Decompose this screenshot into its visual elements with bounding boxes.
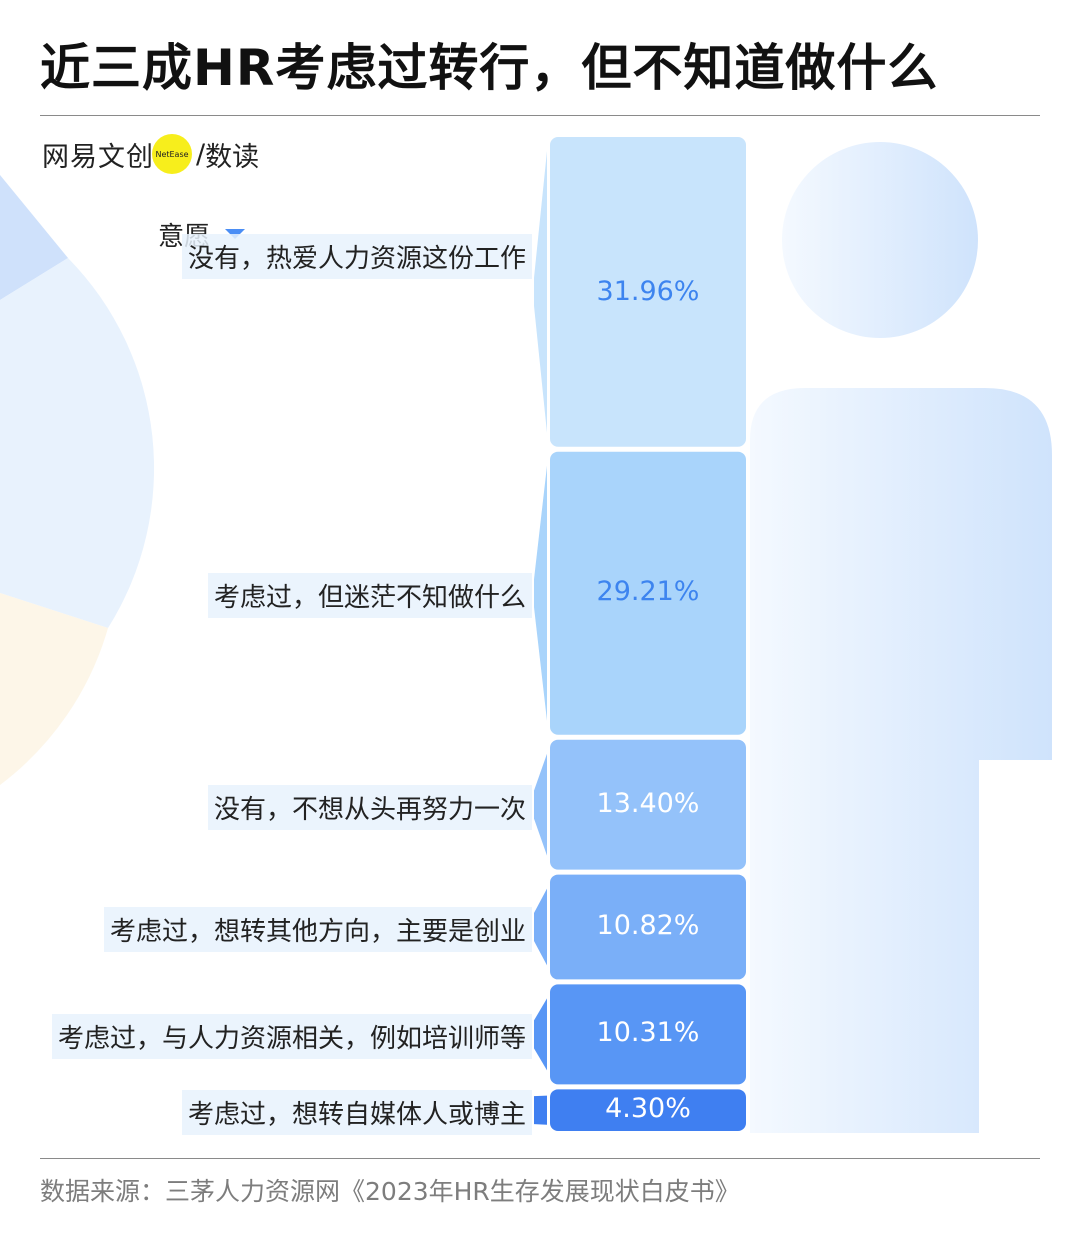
person-silhouette <box>750 142 1052 1133</box>
value-label: 10.82% <box>596 910 700 941</box>
source-note: 数据来源：三茅人力资源网《2023年HR生存发展现状白皮书》 <box>40 1177 740 1206</box>
bar-connector <box>534 888 547 966</box>
value-label: 10.31% <box>596 1017 700 1049</box>
category-label: 没有，不想从头再努力一次 <box>207 784 532 830</box>
brand-badge: NetEase <box>152 134 192 174</box>
bar-connector <box>534 1095 547 1125</box>
bar-connector <box>534 753 547 856</box>
brand-sub: 数读 <box>205 141 260 173</box>
value-label: 4.30% <box>605 1093 691 1125</box>
bar-connector <box>534 465 547 721</box>
brand-logo: 网易文创 NetEase / 数读 <box>42 134 259 174</box>
category-label: 考虑过，想转自媒体人或博主 <box>181 1090 532 1136</box>
bar-segment <box>550 739 746 870</box>
brand-name: 网易文创 <box>42 141 154 173</box>
bar-segment <box>550 137 746 447</box>
brand-slash: / <box>196 138 206 170</box>
bar-connector <box>534 998 547 1071</box>
value-label: 31.96% <box>596 276 700 307</box>
title-divider <box>40 115 1040 116</box>
bar-segment <box>550 451 746 735</box>
bar-connector <box>534 151 547 433</box>
bar-segment <box>550 874 746 980</box>
value-label: 13.40% <box>596 787 700 819</box>
footer-divider <box>40 1158 1040 1159</box>
category-label: 没有，热爱人力资源这份工作 <box>181 233 532 279</box>
value-label: 29.21% <box>596 576 700 608</box>
category-label: 考虑过，想转其他方向，主要是创业 <box>103 907 532 952</box>
background-pie <box>0 175 155 785</box>
bar-segment <box>550 984 746 1085</box>
category-label: 考虑过，与人力资源相关，例如培训师等 <box>51 1014 532 1060</box>
category-label: 考虑过，但迷茫不知做什么 <box>207 573 532 619</box>
bar-segment <box>550 1089 746 1131</box>
page-title: 近三成HR考虑过转行，但不知道做什么 <box>40 39 939 97</box>
